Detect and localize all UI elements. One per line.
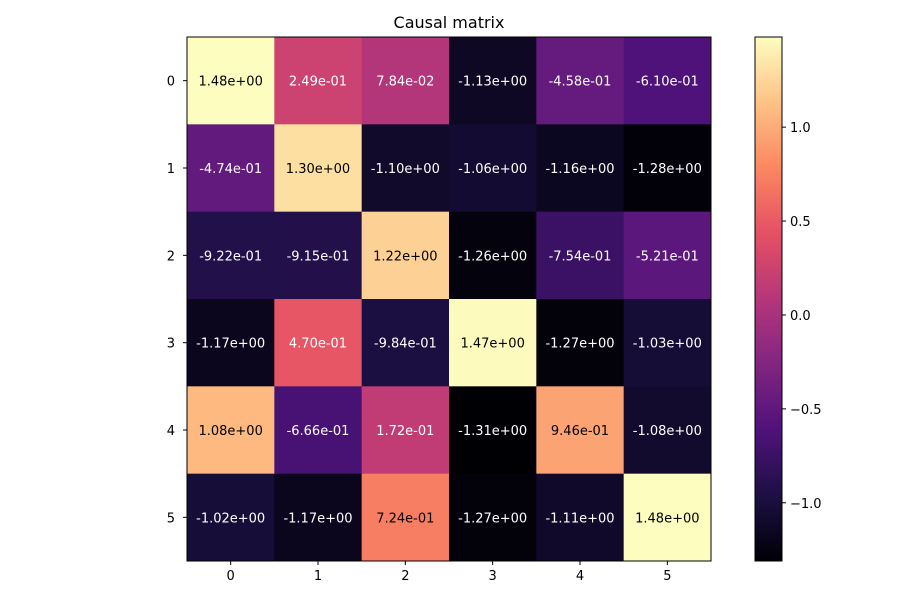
y-tick-label-3: 3 — [167, 337, 175, 352]
heatmap-cell-2-3 — [449, 211, 537, 300]
x-tick-label-3: 3 — [489, 569, 497, 584]
y-tick-label-2: 2 — [167, 249, 175, 264]
colorbar-tick-label-2: 0.0 — [790, 309, 811, 324]
heatmap-cell-label-2-3: -1.26e+00 — [458, 249, 527, 264]
heatmap-cell-4-1 — [274, 386, 363, 475]
heatmap-cell-0-1 — [274, 37, 363, 125]
heatmap-cell-label-4-0: 1.08e+00 — [198, 424, 262, 439]
heatmap-cell-1-2 — [361, 124, 450, 213]
heatmap-cell-3-3 — [449, 299, 537, 387]
heatmap-cell-label-3-0: -1.17e+00 — [196, 337, 265, 352]
colorbar-axis: 1.0 0.5 0.0 −0.5 −1.0 — [782, 121, 822, 512]
heatmap-cell-0-0 — [187, 37, 275, 125]
heatmap-cell-4-5 — [623, 386, 712, 475]
heatmap-cell-label-4-3: -1.31e+00 — [458, 424, 527, 439]
heatmap-cell-label-5-4: -1.11e+00 — [545, 511, 614, 526]
x-tick-label-5: 5 — [663, 569, 671, 584]
heatmap-cell-1-0 — [187, 124, 275, 213]
y-tick-label-5: 5 — [167, 511, 175, 526]
heatmap-cell-0-4 — [536, 37, 625, 125]
heatmap-cell-3-2 — [361, 299, 450, 387]
heatmap-cell-1-4 — [536, 124, 625, 213]
heatmap-cell-label-5-3: -1.27e+00 — [458, 511, 527, 526]
heatmap-cell-1-1 — [274, 124, 363, 213]
y-tick-label-1: 1 — [167, 162, 175, 177]
heatmap-cell-label-0-0: 1.48e+00 — [198, 75, 262, 90]
heatmap-cell-label-1-3: -1.06e+00 — [458, 162, 527, 177]
heatmap-cell-label-4-5: -1.08e+00 — [633, 424, 702, 439]
heatmap-cell-1-3 — [449, 124, 537, 213]
heatmap-cell-4-3 — [449, 386, 537, 475]
heatmap-cell-label-5-0: -1.02e+00 — [196, 511, 265, 526]
heatmap-cell-label-0-3: -1.13e+00 — [458, 75, 527, 90]
heatmap-cell-5-3 — [449, 473, 537, 562]
heatmap-cell-label-3-3: 1.47e+00 — [460, 337, 524, 352]
heatmap-cell-label-2-0: -9.22e-01 — [199, 249, 262, 264]
heatmap-cell-label-3-5: -1.03e+00 — [633, 337, 702, 352]
x-tick-label-1: 1 — [314, 569, 322, 584]
heatmap-cell-3-1 — [274, 299, 363, 387]
heatmap-cell-5-0 — [187, 473, 275, 562]
colorbar — [754, 36, 783, 562]
heatmap-cell-label-2-4: -7.54e-01 — [549, 249, 612, 264]
heatmap-cell-label-0-2: 7.84e-02 — [376, 75, 434, 90]
colorbar-tick-label-0: 1.0 — [790, 121, 811, 136]
heatmap-cell-label-3-1: 4.70e-01 — [289, 337, 347, 352]
x-tick-label-4: 4 — [576, 569, 584, 584]
heatmap-cell-0-3 — [449, 37, 537, 125]
heatmap-cell-0-5 — [623, 37, 712, 125]
heatmap-cell-3-0 — [187, 299, 275, 387]
heatmap-cell-label-1-1: 1.30e+00 — [286, 162, 350, 177]
heatmap-cell-3-4 — [536, 299, 625, 387]
heatmap-cell-label-2-1: -9.15e-01 — [287, 249, 350, 264]
y-tick-label-0: 0 — [167, 75, 175, 90]
heatmap-cell-label-4-2: 1.72e-01 — [376, 424, 434, 439]
heatmap-cells — [187, 37, 712, 562]
heatmap-cell-label-1-0: -4.74e-01 — [199, 162, 262, 177]
y-tick-label-4: 4 — [167, 424, 175, 439]
x-tick-label-2: 2 — [401, 569, 409, 584]
heatmap-cell-label-1-4: -1.16e+00 — [545, 162, 614, 177]
heatmap-cell-2-0 — [187, 211, 275, 300]
heatmap-cell-label-4-4: 9.46e-01 — [551, 424, 609, 439]
colorbar-tick-label-4: −1.0 — [790, 497, 822, 512]
heatmap-cell-label-0-5: -6.10e-01 — [636, 75, 699, 90]
heatmap-cell-label-0-4: -4.58e-01 — [549, 75, 612, 90]
x-axis: 0 1 2 3 4 5 — [227, 561, 671, 584]
colorbar-tick-label-1: 0.5 — [790, 215, 811, 230]
heatmap-cell-1-5 — [623, 124, 712, 213]
heatmap-cell-label-2-2: 1.22e+00 — [373, 249, 437, 264]
x-tick-label-0: 0 — [227, 569, 235, 584]
heatmap-cell-label-4-1: -6.66e-01 — [287, 424, 350, 439]
heatmap-cell-3-5 — [623, 299, 712, 387]
heatmap-cell-label-3-4: -1.27e+00 — [545, 337, 614, 352]
heatmap-cell-2-1 — [274, 211, 363, 300]
heatmap-cell-5-1 — [274, 473, 363, 562]
heatmap-cell-2-4 — [536, 211, 625, 300]
heatmap-cell-label-0-1: 2.49e-01 — [289, 75, 347, 90]
heatmap-cell-4-2 — [361, 386, 450, 475]
heatmap-cell-label-5-5: 1.48e+00 — [635, 511, 699, 526]
heatmap-cell-2-5 — [623, 211, 712, 300]
heatmap-cell-label-1-5: -1.28e+00 — [633, 162, 702, 177]
heatmap-cell-label-1-2: -1.10e+00 — [371, 162, 440, 177]
heatmap-cell-2-2 — [361, 211, 450, 300]
heatmap-cell-label-5-2: 7.24e-01 — [376, 511, 434, 526]
chart-title: Causal matrix — [394, 13, 505, 32]
heatmap-cell-label-2-5: -5.21e-01 — [636, 249, 699, 264]
y-axis: 0 1 2 3 4 5 — [167, 75, 187, 526]
heatmap-cell-5-4 — [536, 473, 625, 562]
heatmap-cell-5-2 — [361, 473, 450, 562]
heatmap-cell-0-2 — [361, 37, 450, 125]
colorbar-tick-label-3: −0.5 — [790, 403, 822, 418]
heatmap-frame — [186, 36, 712, 562]
heatmap-cell-4-0 — [187, 386, 275, 475]
heatmap-cell-5-5 — [623, 473, 712, 562]
heatmap-cell-labels: 1.48e+00 2.49e-01 7.84e-02 -1.13e+00 -4.58e-… — [196, 75, 702, 527]
heatmap-cell-label-5-1: -1.17e+00 — [283, 511, 352, 526]
heatmap-cell-label-3-2: -9.84e-01 — [374, 337, 437, 352]
heatmap-cell-4-4 — [536, 386, 625, 475]
